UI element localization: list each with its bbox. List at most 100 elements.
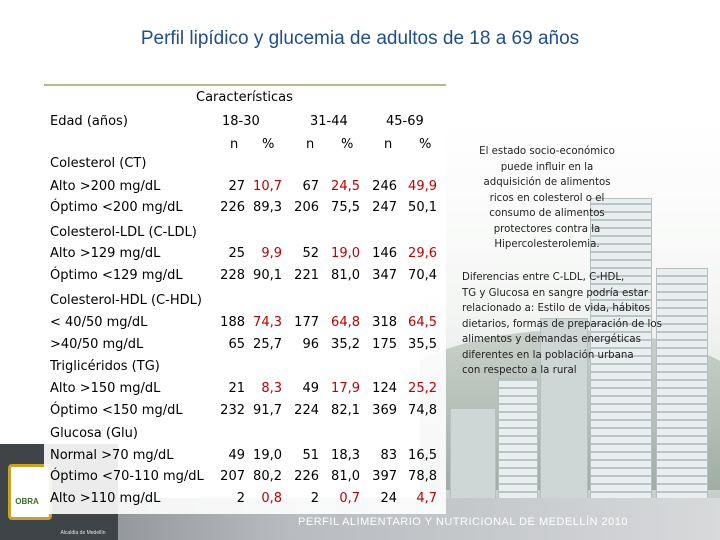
row-label: Óptimo <129 mg/dL xyxy=(50,268,183,283)
header-sub: n xyxy=(230,137,239,152)
table-cell: 25,7 xyxy=(253,337,282,352)
table-cell: 19,0 xyxy=(253,448,282,463)
table-cell: 226 xyxy=(294,469,319,484)
table-cell: 27 xyxy=(228,179,245,194)
header-sub: % xyxy=(341,137,354,152)
section-label: Triglicéridos (TG) xyxy=(50,359,160,374)
section-label: Colesterol-HDL (C-HDL) xyxy=(50,293,202,308)
table-cell: 25 xyxy=(228,246,245,261)
table-cell: 146 xyxy=(372,246,397,261)
table-cell: 397 xyxy=(372,469,397,484)
header-group-label: Características xyxy=(196,90,293,105)
table-cell: 175 xyxy=(372,337,397,352)
table-cell: 67 xyxy=(302,179,319,194)
logo-caption: Alcaldía de Medellín xyxy=(60,530,106,536)
row-label: Normal >70 mg/dL xyxy=(50,448,174,463)
table-cell: 90,1 xyxy=(253,268,282,283)
table-cell: 9,9 xyxy=(261,246,282,261)
section-label: Glucosa (Glu) xyxy=(50,426,138,441)
table-cell: 89,3 xyxy=(253,200,282,215)
table-cell: 49 xyxy=(302,381,319,396)
table-cell: 50,1 xyxy=(408,200,437,215)
header-sub: % xyxy=(262,137,275,152)
note-socioeconomic: El estado socio-económico puede influir … xyxy=(479,146,615,250)
table-cell: 0,8 xyxy=(261,491,282,506)
table-cell: 83 xyxy=(380,448,397,463)
section-label: Colesterol-LDL (C-LDL) xyxy=(50,225,197,240)
section-label: Colesterol (CT) xyxy=(50,156,147,171)
table-cell: 74,8 xyxy=(408,403,437,418)
table-cell: 49,9 xyxy=(408,179,437,194)
table-cell: 221 xyxy=(294,268,319,283)
table-cell: 207 xyxy=(220,469,245,484)
table-cell: 78,8 xyxy=(408,469,437,484)
table-cell: 226 xyxy=(220,200,245,215)
table-cell: 64,8 xyxy=(331,315,360,330)
table-cell: 24,5 xyxy=(331,179,360,194)
table-cell: 369 xyxy=(372,403,397,418)
row-label: Alto >150 mg/dL xyxy=(50,381,161,396)
table-cell: 21 xyxy=(228,381,245,396)
row-label: < 40/50 mg/dL xyxy=(50,315,148,330)
row-label: Alto >200 mg/dL xyxy=(50,179,161,194)
header-sub: % xyxy=(419,137,432,152)
row-label: Óptimo <70-110 mg/dL xyxy=(50,469,204,484)
table-cell: 0,7 xyxy=(339,491,360,506)
table-cell: 347 xyxy=(372,268,397,283)
data-table: Características Edad (años) 18-30 31-44 … xyxy=(44,84,446,514)
table-cell: 70,4 xyxy=(408,268,437,283)
table-cell: 224 xyxy=(294,403,319,418)
header-age-group: 31-44 xyxy=(310,114,348,129)
table-cell: 91,7 xyxy=(253,403,282,418)
header-sub: n xyxy=(306,137,315,152)
table-cell: 17,9 xyxy=(331,381,360,396)
table-cell: 65 xyxy=(228,337,245,352)
table-cell: 4,7 xyxy=(416,491,437,506)
table-cell: 19,0 xyxy=(331,246,360,261)
table-cell: 35,5 xyxy=(408,337,437,352)
table-cell: 82,1 xyxy=(331,403,360,418)
table-cell: 25,2 xyxy=(408,381,437,396)
table-cell: 16,5 xyxy=(408,448,437,463)
table-cell: 35,2 xyxy=(331,337,360,352)
table-cell: 247 xyxy=(372,200,397,215)
note-differences: Diferencias entre C-LDL, C-HDL, TG y Glu… xyxy=(462,272,662,376)
table-cell: 246 xyxy=(372,179,397,194)
table-cell: 228 xyxy=(220,268,245,283)
table-cell: 206 xyxy=(294,200,319,215)
row-label: Alto >110 mg/dL xyxy=(50,491,161,506)
table-cell: 74,3 xyxy=(253,315,282,330)
table-cell: 2 xyxy=(236,491,245,506)
table-cell: 80,2 xyxy=(253,469,282,484)
row-label: >40/50 mg/dL xyxy=(50,337,144,352)
footer-text: PERFIL ALIMENTARIO Y NUTRICIONAL DE MEDE… xyxy=(298,516,628,528)
row-label: Alto >129 mg/dL xyxy=(50,246,161,261)
table-cell: 81,0 xyxy=(331,268,360,283)
table-cell: 188 xyxy=(220,315,245,330)
header-sub: n xyxy=(384,137,393,152)
row-label: Óptimo <200 mg/dL xyxy=(50,200,183,215)
header-age-group: 45-69 xyxy=(386,114,424,129)
table-cell: 81,0 xyxy=(331,469,360,484)
table-cell: 18,3 xyxy=(331,448,360,463)
table-cell: 96 xyxy=(302,337,319,352)
table-cell: 52 xyxy=(302,246,319,261)
table-cell: 49 xyxy=(228,448,245,463)
table-cell: 318 xyxy=(372,315,397,330)
table-cell: 2 xyxy=(310,491,319,506)
page-title: Perfil lipídico y glucemia de adultos de… xyxy=(140,28,580,49)
city-background xyxy=(420,120,720,540)
row-label: Óptimo <150 mg/dL xyxy=(50,403,183,418)
table-cell: 232 xyxy=(220,403,245,418)
table-cell: 75,5 xyxy=(331,200,360,215)
header-age-group: 18-30 xyxy=(222,114,260,129)
table-cell: 8,3 xyxy=(261,381,282,396)
table-cell: 64,5 xyxy=(408,315,437,330)
table-cell: 124 xyxy=(372,381,397,396)
table-cell: 24 xyxy=(380,491,397,506)
table-cell: 10,7 xyxy=(253,179,282,194)
table-cell: 177 xyxy=(294,315,319,330)
logo-text: OBRA xyxy=(15,497,39,506)
table-cell: 51 xyxy=(302,448,319,463)
table-cell: 29,6 xyxy=(408,246,437,261)
